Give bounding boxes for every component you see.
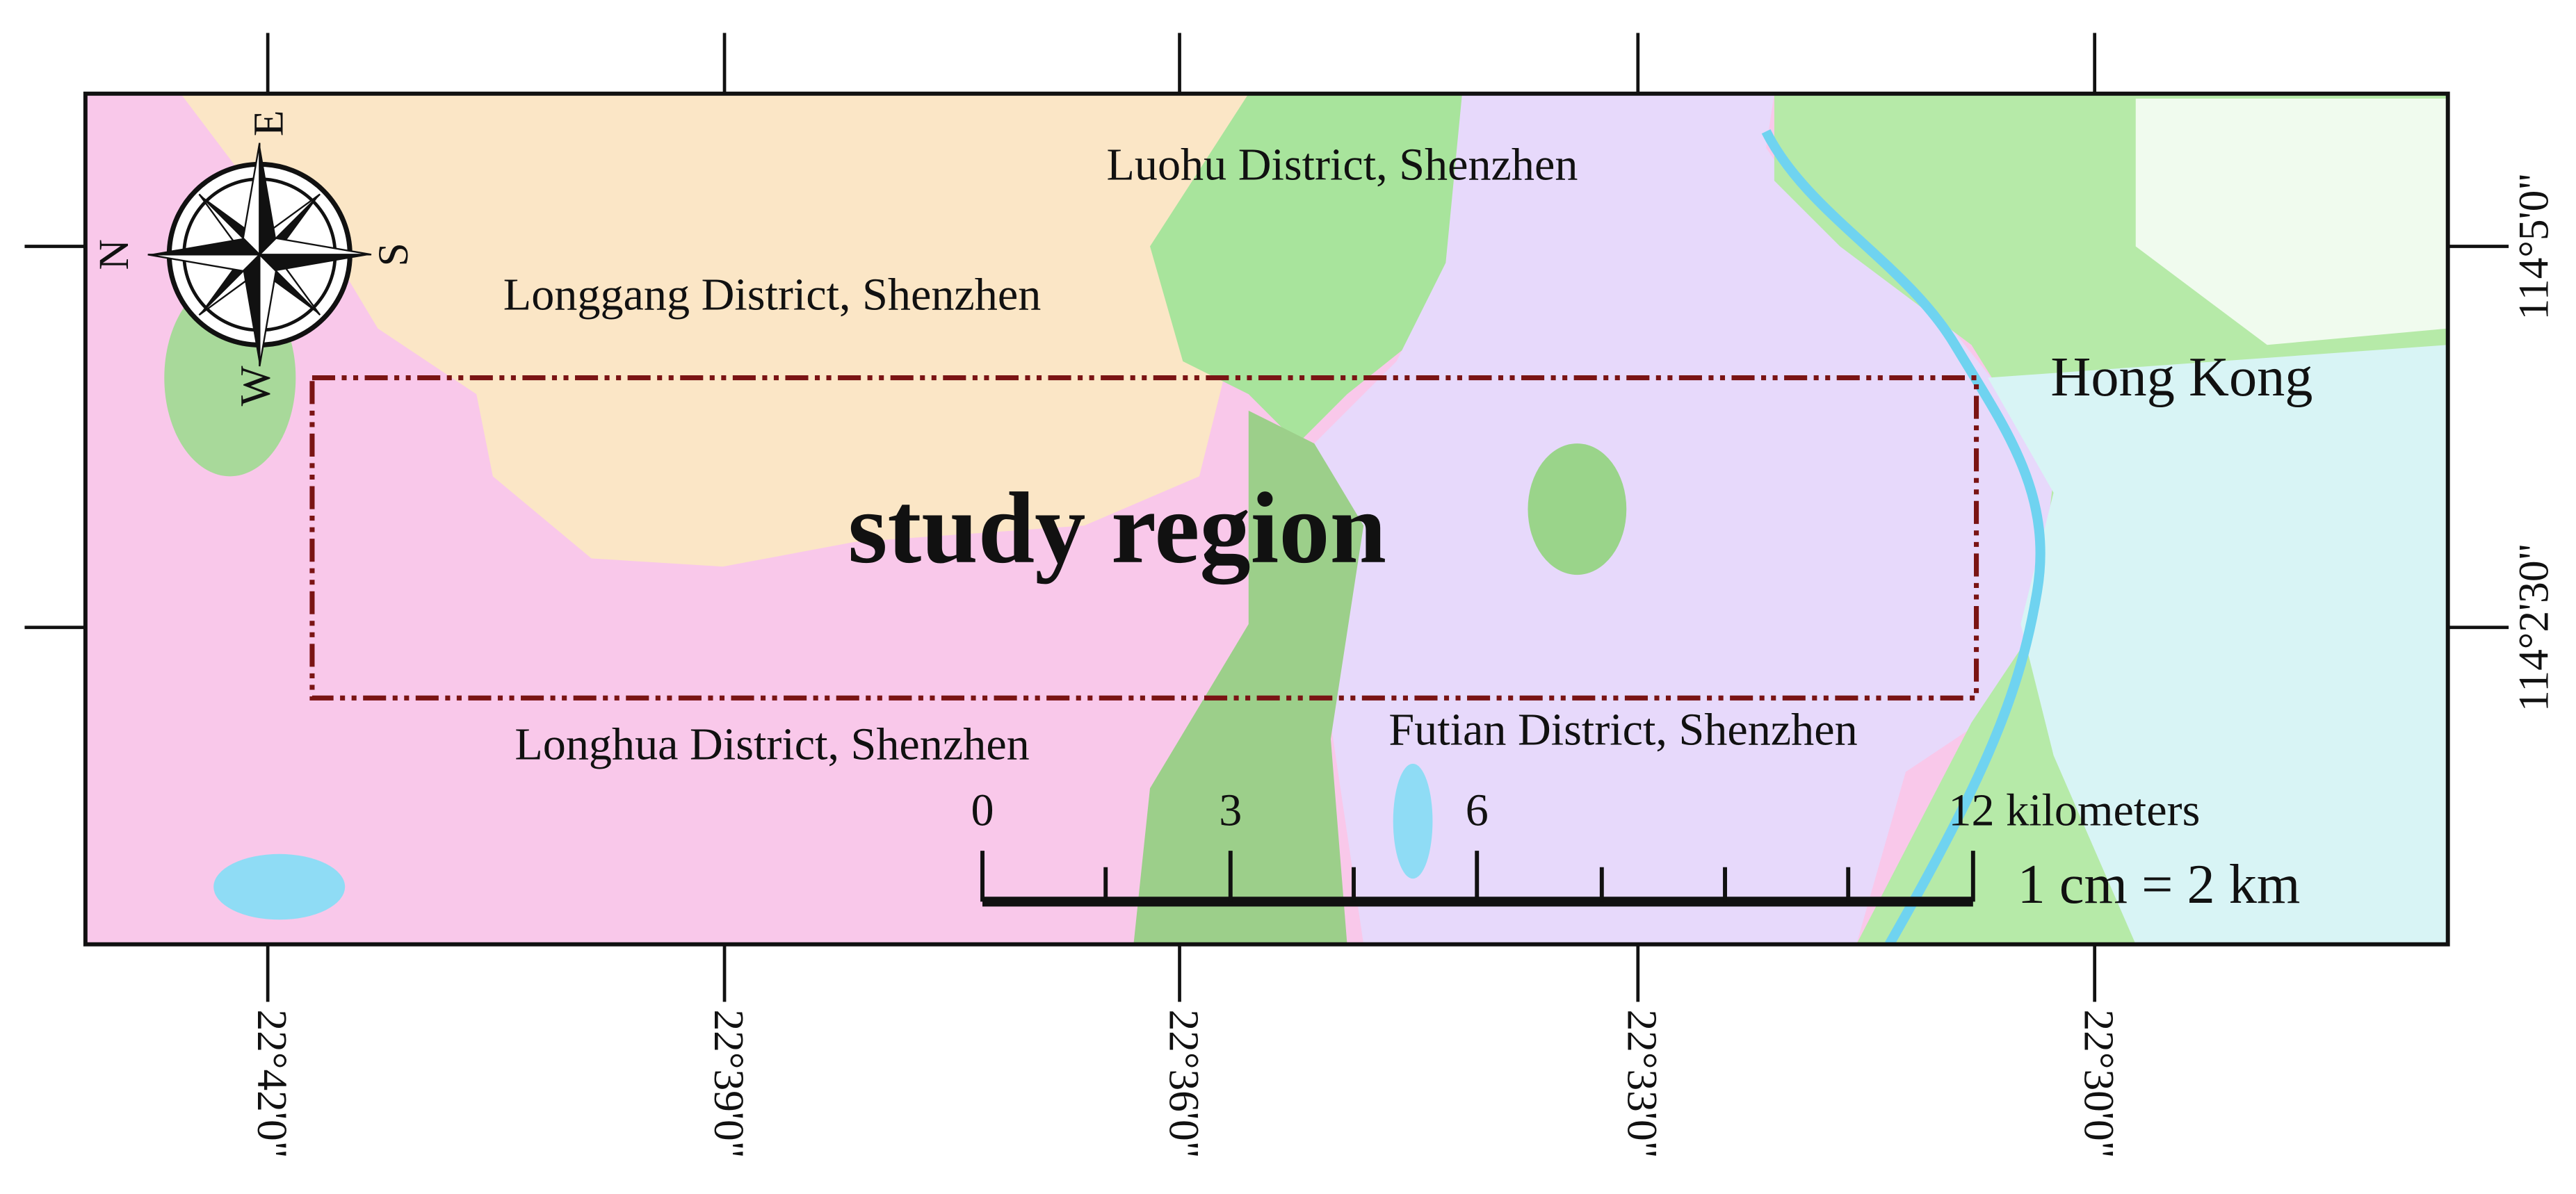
district-label: Longhua District, Shenzhen xyxy=(515,719,1029,770)
hong-kong-urban xyxy=(1988,345,2448,944)
map-base xyxy=(85,93,2448,944)
coordinate-label: 114°5'0" xyxy=(2511,173,2558,320)
compass-label: W xyxy=(232,366,279,406)
district-label: Futian District, Shenzhen xyxy=(1388,704,1857,755)
district-label: Luohu District, Shenzhen xyxy=(1106,140,1578,190)
scale-bar: 0 3 6 12 kilometers 1 cm = 2 km xyxy=(971,785,2300,915)
green-patch xyxy=(1528,443,1627,575)
reservoir xyxy=(1393,763,1433,879)
river xyxy=(1761,129,2046,944)
scale-label: 0 xyxy=(971,785,994,835)
compass-label: E xyxy=(245,111,292,137)
region-label: Hong Kong xyxy=(2050,346,2312,408)
coordinate-label: 22°33'0" xyxy=(1619,1009,1666,1158)
scale-bar-ticks xyxy=(980,851,1975,902)
scale-label: 6 xyxy=(1466,785,1489,835)
graticule-ticks xyxy=(24,33,2509,1002)
compass-label: S xyxy=(370,243,417,266)
bottom-coordinate-labels: 22°42'0" 22°39'0" 22°36'0" 22°33'0" 22°3… xyxy=(248,173,2558,1159)
coordinate-label: 22°42'0" xyxy=(248,1009,295,1158)
map-frame xyxy=(83,91,2450,947)
coordinate-label: 22°30'0" xyxy=(2075,1009,2123,1158)
scale-label: 12 kilometers xyxy=(1948,785,2200,835)
green-strip xyxy=(1133,410,1364,944)
district-labels: Luohu District, Shenzhen Longgang Distri… xyxy=(503,140,2313,770)
coordinate-label: 114°2'30" xyxy=(2511,543,2558,712)
futian-area xyxy=(1297,93,2054,944)
reservoir xyxy=(213,853,346,920)
compass-label: N xyxy=(90,239,138,270)
longgang-area xyxy=(180,93,1249,567)
compass: N E S W xyxy=(90,111,417,407)
coordinate-label: 22°36'0" xyxy=(1160,1009,1207,1158)
study-region-label: study region xyxy=(848,471,1386,584)
coordinate-label: 22°39'0" xyxy=(705,1009,752,1158)
scale-label: 3 xyxy=(1219,785,1242,835)
district-label: Longgang District, Shenzhen xyxy=(503,269,1041,320)
study-region-box xyxy=(309,375,1979,701)
scale-ratio: 1 cm = 2 km xyxy=(2018,853,2301,915)
hong-kong-white xyxy=(2135,98,2448,345)
